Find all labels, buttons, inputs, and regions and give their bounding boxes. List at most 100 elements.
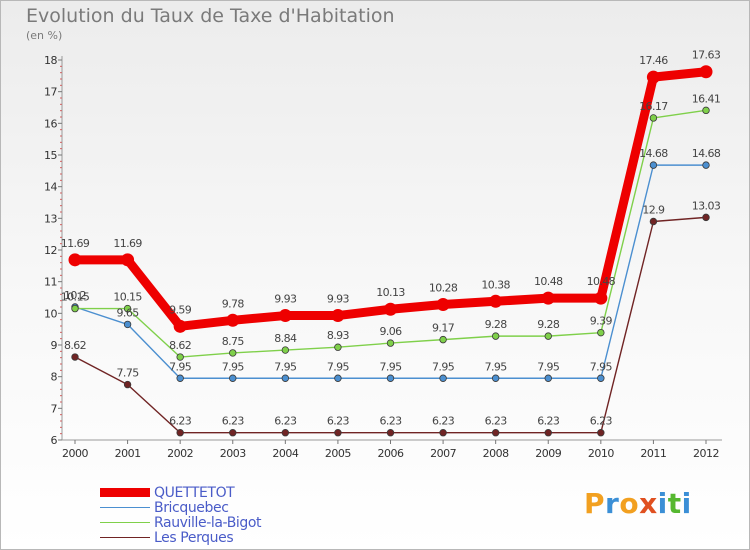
data-point [281,429,290,437]
data-point [439,335,447,344]
data-label: 9.28 [485,318,508,331]
data-label: 6.23 [327,415,350,428]
data-label: 6.23 [222,415,245,428]
data-point [702,161,710,169]
data-point [384,302,397,316]
x-tick-label: 2012 [693,447,719,460]
proxiti-logo: Proxiti [584,487,692,520]
data-label: 7.95 [222,360,245,373]
data-label: 10.2 [64,289,86,302]
data-point [594,291,608,305]
y-tick-label: 11 [44,276,57,289]
data-point [597,374,605,382]
data-point [334,429,342,437]
data-point [646,70,660,84]
data-point [491,332,500,340]
data-point [71,304,79,313]
x-tick-label: 2010 [588,447,614,460]
data-label: 6.23 [485,415,508,428]
data-label: 6.23 [379,415,402,428]
data-point [649,114,658,122]
data-label: 9.78 [222,297,245,310]
legend-swatch [100,488,150,497]
data-label: 7.95 [379,360,402,373]
data-label: 17.46 [639,54,668,67]
data-point [489,294,503,308]
data-label: 7.95 [485,360,508,373]
data-point [597,328,605,337]
x-tick-label: 2008 [483,447,509,460]
data-label: 17.63 [692,49,721,62]
data-point [386,374,395,382]
legend-item: Les Perques [100,529,261,546]
data-label: 7.95 [537,360,560,373]
data-point [386,429,395,437]
x-tick-label: 2009 [535,447,561,460]
legend-swatch [100,521,150,524]
data-label: 7.95 [327,360,350,373]
data-label: 9.06 [379,325,402,338]
legend-item: QUETTETOT [100,485,261,501]
data-label: 7.95 [432,360,455,373]
chart-series [68,65,713,437]
data-point [173,319,187,333]
y-tick-label: 13 [44,212,57,225]
data-label: 11.69 [61,237,90,250]
data-point [229,429,237,437]
data-point [541,291,555,305]
data-point [226,313,240,327]
chart-data-labels: 8.62 7.75 6.23 6.23 6.23 6.23 6.23 6.23 6.23 6.23… [61,49,722,428]
data-label: 16.17 [639,100,668,113]
data-label: 7.95 [169,360,192,373]
data-label: 7.75 [117,367,140,380]
data-point [597,429,605,437]
data-label: 10.13 [376,286,405,299]
data-point [176,374,184,382]
data-point [439,374,447,382]
x-tick-label: 2006 [378,447,404,460]
data-point [544,429,552,437]
data-point [702,106,710,115]
legend-label: Les Perques [154,529,234,546]
data-label: 8.75 [222,335,245,348]
y-tick-label: 8 [51,371,58,384]
y-tick-label: 7 [51,402,58,415]
data-point [702,213,710,222]
data-point [281,374,290,382]
data-point [278,309,292,323]
data-point [123,380,132,389]
logo-letter: o [619,487,640,520]
x-tick-label: 2005 [325,447,351,460]
data-point [699,65,713,79]
data-point [229,374,237,382]
data-label: 9.17 [432,322,455,335]
logo-letter: r [605,487,620,520]
data-label: 6.23 [432,415,455,428]
chart-title: Evolution du Taux de Taxe d'Habitation [26,5,395,27]
y-tick-label: 17 [44,86,57,99]
data-label: 10.15 [61,291,90,304]
data-point [491,429,500,437]
data-point [649,161,658,169]
data-point [436,297,450,311]
x-tick-label: 2007 [430,447,456,460]
chart-subtitle: (en %) [26,29,63,42]
data-label: 6.23 [590,415,613,428]
data-point [386,339,395,347]
data-label: 6.23 [274,415,297,428]
data-point [439,429,447,437]
x-tick-label: 2003 [220,447,246,460]
data-label: 8.62 [64,339,86,352]
y-tick-label: 15 [44,149,57,162]
data-label: 9.93 [274,293,297,306]
data-label: 9.59 [169,303,192,316]
data-point [331,309,345,323]
y-tick-label: 16 [44,117,57,130]
data-label: 7.95 [274,360,297,373]
data-label: 9.65 [117,306,140,319]
data-point [649,217,658,226]
chart-axes: 6 7 8 9 10 11 12 13 14 15 16 17 18 2000 2001 2002 2003 20… [44,54,722,460]
data-point [121,253,135,267]
data-point [491,374,500,382]
